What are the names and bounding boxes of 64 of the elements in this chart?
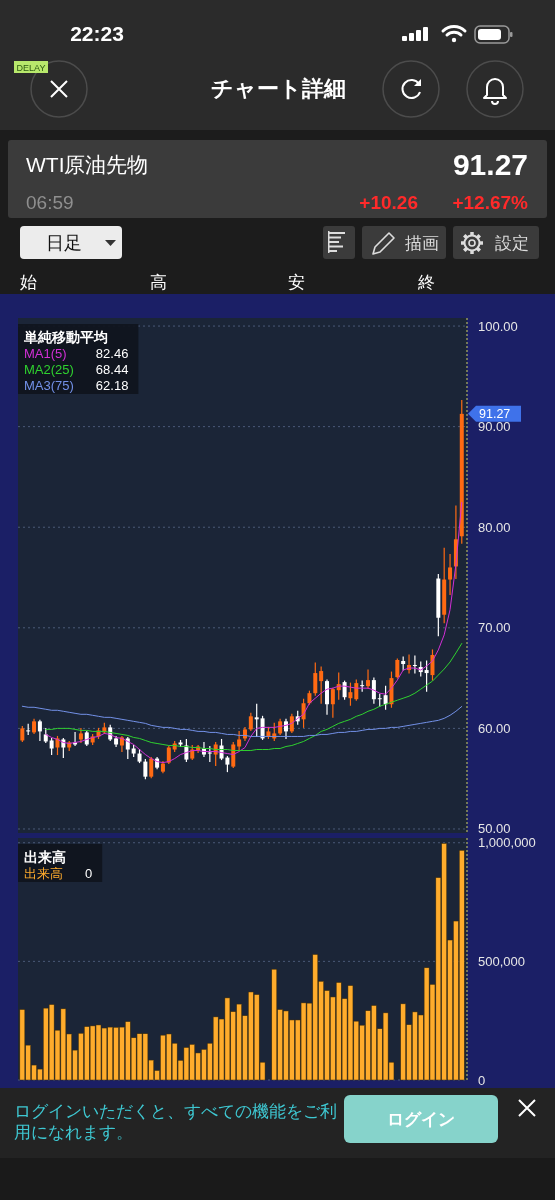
candlestick (55, 735, 60, 756)
text: MA2(25) (24, 361, 74, 377)
candlestick (254, 703, 259, 738)
line-series (45, 501, 463, 764)
button-draw: 描画 (362, 226, 446, 259)
y-tick-label: 70.00 (478, 620, 511, 636)
text: 91.27 (452, 147, 528, 181)
text: 06:59 (26, 191, 74, 213)
candlestick (313, 661, 318, 697)
candlestick (395, 657, 400, 680)
candlestick (61, 737, 66, 759)
line-series (21, 705, 463, 737)
candlestick (37, 719, 42, 742)
y-tick-label: 1,000,000 (478, 835, 536, 851)
candlestick (237, 730, 242, 751)
text: +10.26 (359, 191, 418, 213)
candlestick (412, 654, 417, 675)
y-tick-label: 60.00 (478, 720, 511, 736)
candlestick (383, 685, 388, 711)
text: 終 (417, 272, 435, 292)
legend: 出来高 出来高 0 (18, 844, 103, 882)
button-settings: 設定 (453, 226, 539, 259)
candlestick (231, 741, 236, 769)
annotation: 82.46 (95, 345, 129, 361)
candlestick (319, 665, 324, 705)
candlestick (330, 687, 335, 719)
badge-delay: DELAY (14, 61, 48, 73)
y-tick-label: 50.00 (478, 821, 511, 837)
candlestick (448, 553, 453, 596)
candlestick (325, 679, 330, 716)
candlestick (354, 679, 359, 702)
candlestick (260, 715, 265, 741)
candlestick (424, 659, 429, 693)
annotation: 68.44 (95, 361, 129, 377)
candlestick (371, 677, 376, 705)
candlestick (430, 648, 435, 682)
annotation: 0 (85, 865, 93, 881)
legend-title: 出来高 (24, 849, 66, 865)
legend-title: 単純移動平均 (23, 329, 108, 345)
y-tick-label: 90.00 (478, 419, 511, 435)
candlestick (125, 736, 130, 760)
candlestick (348, 682, 353, 707)
text: WTI原油先物 (26, 152, 149, 176)
text: 始 (20, 272, 37, 292)
y-tick-label: 500,000 (478, 953, 525, 969)
text: +12.67% (452, 191, 529, 213)
y-tick-label: 100.00 (478, 318, 518, 334)
y-tick-label: 0 (478, 1072, 486, 1088)
text: 高 (150, 272, 167, 292)
candlestick (366, 668, 371, 690)
candlestick (166, 745, 171, 765)
candlestick (149, 756, 154, 779)
y-tick-label: 80.00 (478, 519, 511, 535)
candlestick (143, 758, 148, 780)
annotation: 62.18 (95, 377, 129, 393)
text: チャート詳細 (210, 75, 346, 101)
text: ログインいただくと、すべての機能をご利用になれます。 (14, 1101, 337, 1142)
button-login: ログイン (344, 1095, 498, 1143)
text: 安 (288, 272, 305, 292)
text: MA1(5) (24, 345, 67, 361)
text: 22:23 (70, 21, 124, 45)
text: MA3(75) (24, 377, 74, 393)
button-period: 日足 (20, 226, 122, 259)
candlestick (248, 712, 253, 732)
